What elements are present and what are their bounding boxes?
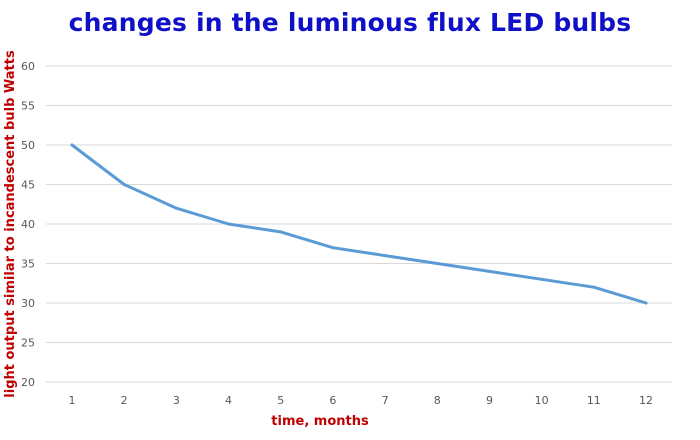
data-point	[279, 230, 283, 234]
data-point	[644, 301, 648, 305]
y-tick-label: 30	[21, 297, 35, 310]
data-point	[70, 143, 74, 147]
data-point	[435, 262, 439, 265]
y-tick-label: 50	[21, 139, 35, 152]
y-tick-label: 35	[21, 258, 35, 271]
x-tick-label: 12	[639, 394, 653, 407]
x-tick-label: 5	[277, 394, 284, 407]
y-tick-label: 20	[21, 376, 35, 389]
data-point	[122, 183, 126, 186]
y-tick-label: 55	[21, 100, 35, 113]
data-point	[592, 285, 596, 289]
x-axis-title: time, months	[271, 414, 369, 429]
y-tick-label: 40	[21, 218, 35, 231]
x-tick-label: 11	[587, 394, 601, 407]
data-point	[487, 269, 491, 273]
x-tick-label: 1	[69, 394, 76, 407]
data-point	[331, 246, 335, 250]
x-tick-label: 7	[382, 394, 389, 407]
x-tick-label: 9	[486, 394, 493, 407]
x-tick-label: 3	[173, 394, 180, 407]
y-axis-title: light output similar to incandescent bul…	[3, 50, 18, 398]
x-tick-label: 6	[329, 394, 336, 407]
series-line	[70, 143, 648, 305]
data-point	[227, 222, 231, 226]
data-point	[174, 206, 178, 210]
y-tick-label: 60	[21, 60, 35, 73]
x-tick-label: 4	[225, 394, 232, 407]
x-tick-label: 8	[434, 394, 441, 407]
y-tick-label: 45	[21, 179, 35, 192]
x-tick-label: 2	[121, 394, 128, 407]
chart-title: changes in the luminous flux LED bulbs	[68, 8, 632, 37]
y-tick-label: 25	[21, 337, 35, 350]
x-tick-label: 10	[535, 394, 549, 407]
data-point	[540, 277, 544, 281]
data-point	[383, 254, 387, 258]
